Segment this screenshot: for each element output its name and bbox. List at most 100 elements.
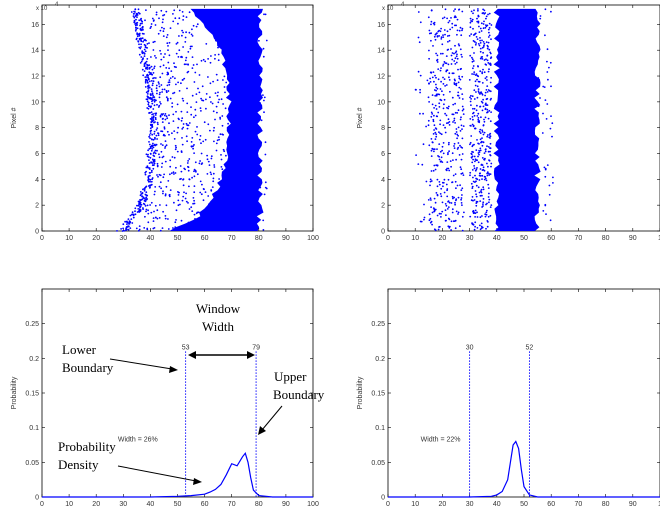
scatter-point — [221, 124, 224, 127]
scatter-point — [427, 96, 430, 99]
scatter-point — [487, 41, 490, 44]
scatter-point — [152, 152, 155, 155]
scatter-point — [155, 134, 158, 137]
scatter-point — [461, 194, 463, 196]
scatter-point — [476, 167, 478, 169]
scatter-point — [448, 79, 451, 81]
scatter-point — [474, 43, 477, 46]
scatter-point — [144, 46, 147, 48]
scatter-point — [446, 35, 449, 37]
y-tick-label: 0.2 — [375, 356, 385, 363]
scatter-point — [210, 101, 212, 103]
scatter-point — [259, 186, 262, 189]
probability-density-label-line1: Probability — [58, 439, 116, 454]
scatter-point — [152, 49, 155, 51]
scatter-point — [457, 91, 460, 94]
scatter-point — [130, 11, 133, 13]
scatter-point — [457, 142, 460, 144]
scatter-point — [137, 33, 140, 35]
scatter-point — [427, 119, 430, 122]
scatter-point — [182, 19, 185, 21]
scatter-point — [195, 25, 198, 28]
scatter-point — [175, 146, 178, 149]
scatter-point — [477, 90, 480, 93]
scatter-point — [176, 41, 179, 44]
scatter-point — [477, 43, 480, 45]
scatter-point — [180, 177, 182, 180]
scatter-point — [145, 60, 148, 63]
scatter-point — [153, 133, 156, 135]
scatter-point — [154, 149, 157, 152]
scatter-point — [162, 18, 164, 21]
scatter-point — [472, 65, 475, 67]
scatter-point — [149, 132, 152, 135]
scatter-point — [138, 34, 141, 37]
scatter-point — [489, 135, 492, 138]
scatter-point — [452, 72, 455, 75]
scatter-point — [452, 103, 455, 106]
scatter-point — [146, 43, 149, 45]
scatter-point — [147, 101, 150, 104]
upper-boundary-value-label: 52 — [526, 344, 534, 351]
scatter-point — [175, 110, 177, 113]
scatter-point — [453, 142, 456, 145]
scatter-point — [475, 202, 478, 205]
scatter-point — [480, 163, 483, 166]
scatter-point — [149, 152, 152, 155]
scatter-point — [480, 56, 483, 58]
scatter-point — [143, 189, 146, 192]
scatter-point — [432, 133, 435, 135]
scatter-point — [482, 186, 485, 189]
scatter-point — [417, 11, 420, 13]
scatter-point — [476, 139, 478, 141]
scatter-point — [453, 82, 456, 84]
scatter-point — [200, 97, 203, 100]
scatter-point — [165, 91, 168, 94]
scatter-point — [441, 52, 444, 55]
scatter-point — [485, 58, 487, 61]
scatter-point — [474, 169, 477, 172]
scatter-point — [156, 217, 159, 220]
scatter-point — [486, 111, 488, 114]
scatter-point — [544, 204, 547, 207]
scatter-point — [162, 210, 165, 213]
scatter-point — [151, 113, 154, 116]
scatter-point — [437, 111, 440, 114]
scatter-point — [430, 138, 433, 140]
scatter-point — [448, 141, 450, 144]
scatter-point — [182, 46, 185, 48]
scatter-point — [127, 218, 130, 221]
scatter-point — [145, 153, 148, 156]
scatter-point — [159, 181, 162, 184]
scatter-point — [173, 9, 176, 12]
scatter-point — [484, 148, 487, 151]
scatter-point — [186, 111, 189, 113]
scatter-point — [445, 169, 448, 172]
scatter-point — [142, 196, 145, 199]
scatter-point — [142, 51, 145, 54]
scatter-point — [417, 163, 420, 166]
scatter-point — [182, 99, 185, 102]
scatter-point — [483, 175, 486, 178]
scatter-point — [141, 195, 144, 198]
scatter-point — [488, 12, 491, 15]
scatter-point — [548, 66, 550, 69]
scatter-point — [170, 172, 173, 175]
scatter-point — [415, 154, 417, 157]
scatter-point — [482, 68, 484, 71]
scatter-point — [158, 185, 161, 188]
scatter-point — [481, 131, 484, 133]
scatter-point — [474, 32, 477, 35]
scatter-point — [477, 186, 480, 189]
scatter-point — [430, 115, 433, 118]
scatter-point — [216, 111, 218, 114]
scatter-point — [173, 173, 175, 175]
scatter-point — [142, 74, 145, 77]
scatter-point — [477, 118, 480, 121]
scatter-point — [446, 30, 449, 33]
scatter-point — [457, 68, 459, 71]
scatter-point — [459, 225, 461, 228]
scatter-point — [205, 98, 207, 101]
scatter-point — [150, 118, 153, 121]
scatter-point — [167, 81, 170, 84]
